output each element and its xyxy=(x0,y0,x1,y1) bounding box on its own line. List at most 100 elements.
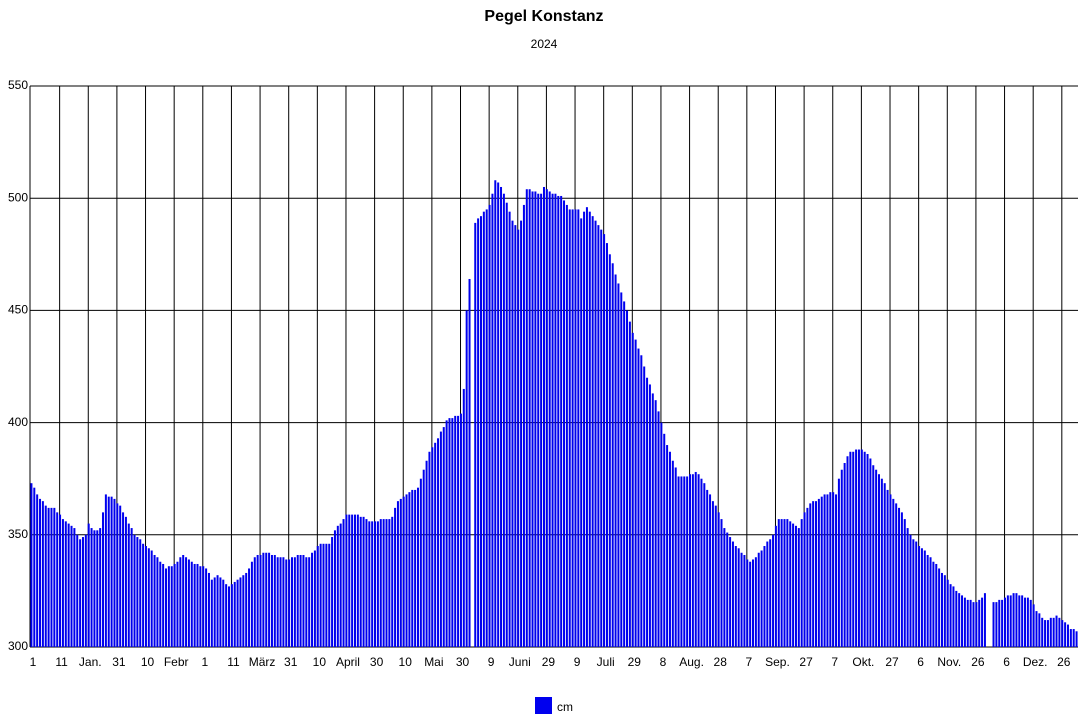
bar xyxy=(30,483,33,647)
bar xyxy=(333,530,336,647)
bar xyxy=(963,597,966,647)
bar xyxy=(943,575,946,647)
bar xyxy=(102,512,105,647)
bar xyxy=(454,415,457,647)
bar xyxy=(408,492,411,647)
bar xyxy=(293,557,296,647)
bar xyxy=(225,584,228,647)
bar xyxy=(216,575,219,647)
bar xyxy=(568,209,571,648)
bar xyxy=(64,521,67,647)
bar xyxy=(674,467,677,647)
x-tick-label: 28 xyxy=(714,655,728,669)
bar xyxy=(797,528,800,647)
bar xyxy=(1015,593,1018,647)
bar xyxy=(648,384,651,647)
bar xyxy=(571,209,574,648)
bar xyxy=(1064,622,1067,647)
bar xyxy=(382,519,385,647)
chart-title: Pegel Konstanz xyxy=(484,8,603,25)
bar xyxy=(545,189,548,647)
bar xyxy=(703,483,706,647)
bar xyxy=(608,254,611,648)
x-tick-label: Mai xyxy=(424,655,443,669)
bar xyxy=(875,469,878,647)
bar xyxy=(832,492,835,647)
bar xyxy=(1018,595,1021,647)
bar xyxy=(253,557,256,647)
bar xyxy=(207,572,210,647)
bar xyxy=(580,218,583,647)
bar xyxy=(540,193,543,647)
bar xyxy=(416,487,419,647)
bar xyxy=(468,278,471,647)
bar xyxy=(311,552,314,647)
bar xyxy=(165,568,168,647)
bar xyxy=(70,525,73,647)
bar xyxy=(981,597,984,647)
bar xyxy=(729,537,732,647)
bar xyxy=(617,283,620,647)
bar xyxy=(1049,617,1052,647)
bar xyxy=(371,521,374,647)
legend-swatch xyxy=(535,697,552,714)
bar xyxy=(419,478,422,647)
bar xyxy=(196,563,199,647)
bar xyxy=(313,550,316,647)
bar xyxy=(898,507,901,647)
bar xyxy=(448,418,451,647)
bar xyxy=(1041,617,1044,647)
bar xyxy=(817,498,820,647)
bar xyxy=(1032,604,1035,647)
bar xyxy=(199,566,202,647)
bar xyxy=(1072,629,1075,647)
bar xyxy=(557,195,560,647)
bar xyxy=(683,476,686,647)
bar xyxy=(746,559,749,647)
bar xyxy=(79,539,82,647)
bar xyxy=(800,519,803,647)
bar xyxy=(900,512,903,647)
bar xyxy=(53,507,56,647)
x-tick-label: April xyxy=(336,655,360,669)
bar xyxy=(812,501,815,647)
bar xyxy=(809,503,812,647)
bar xyxy=(657,411,660,647)
bar xyxy=(394,507,397,647)
bar xyxy=(623,301,626,647)
bar xyxy=(222,579,225,647)
x-tick-label: 10 xyxy=(399,655,413,669)
bar xyxy=(548,191,551,647)
bar xyxy=(162,563,165,647)
bar xyxy=(107,496,110,647)
bar xyxy=(362,516,365,647)
bar xyxy=(479,216,482,648)
bar xyxy=(542,186,545,648)
bar xyxy=(1055,615,1058,647)
bar xyxy=(605,243,608,647)
bar xyxy=(316,546,319,647)
x-tick-label: Nov. xyxy=(937,655,961,669)
bar xyxy=(634,339,637,647)
bar xyxy=(668,451,671,647)
bar xyxy=(153,554,156,647)
bar xyxy=(425,460,428,647)
bar xyxy=(1066,624,1069,647)
bar xyxy=(139,539,142,647)
x-tick-label: 31 xyxy=(112,655,126,669)
x-tick-label: Juli xyxy=(597,655,615,669)
bar xyxy=(445,420,448,647)
x-tick-label: Dez. xyxy=(1023,655,1048,669)
x-tick-label: 9 xyxy=(574,655,581,669)
bar xyxy=(187,559,190,647)
legend-label: cm xyxy=(557,700,573,714)
bar xyxy=(955,590,958,647)
x-tick-label: 6 xyxy=(917,655,924,669)
bar xyxy=(47,507,50,647)
bar xyxy=(339,523,342,647)
x-tick-label: Aug. xyxy=(679,655,704,669)
x-tick-label: Febr xyxy=(164,655,189,669)
bar xyxy=(926,554,929,647)
bar xyxy=(342,519,345,647)
bar xyxy=(233,581,236,647)
